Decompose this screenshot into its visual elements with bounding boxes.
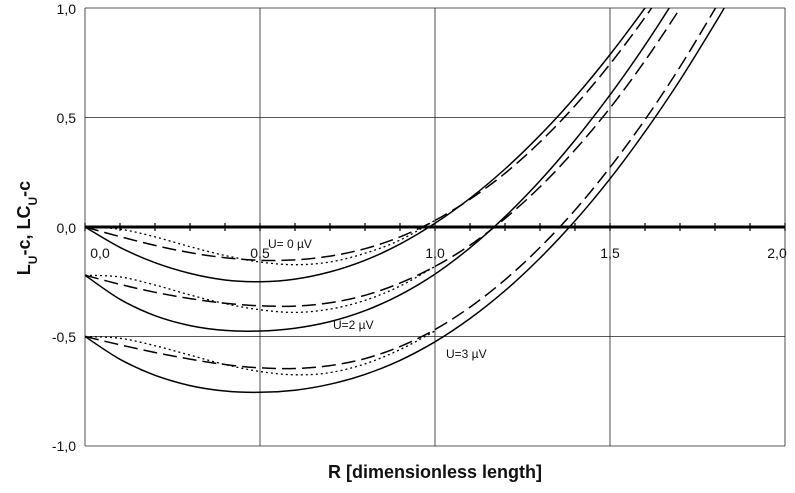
series-line-U2-solid	[85, 8, 671, 332]
tick-labels: 1,0 0,5 0,0 -0,5 -1,0 0,0 0,5 1,0 1,5 2,…	[52, 1, 787, 454]
series-lines	[85, 8, 726, 394]
x-tick-label: 1,5	[600, 245, 620, 261]
y-tick-label: -0,5	[52, 329, 76, 345]
annotation-u3: U=3 µV	[446, 347, 487, 361]
series-line-U0-dotted	[85, 219, 436, 266]
y-tick-label: -1,0	[52, 438, 76, 454]
annotations: U= 0 µV U=2 µV U=3 µV	[268, 237, 487, 361]
series-line-U3-long-dash	[85, 8, 717, 370]
y-tick-label: 1,0	[57, 1, 77, 17]
annotation-u0: U= 0 µV	[268, 237, 312, 251]
y-tick-label: 0,5	[57, 110, 77, 126]
x-tick-label: 2,0	[767, 245, 787, 261]
y-axis-label: LU-c, LCU-c	[14, 181, 40, 275]
series-line-U2-dotted	[85, 265, 436, 314]
series-line-U3-solid	[85, 8, 726, 394]
series-line-U0-long-dash	[85, 8, 653, 262]
y-tick-label: 0,0	[57, 220, 77, 236]
x-tick-label: 0,5	[250, 245, 270, 261]
x-tick-label: 1,0	[425, 245, 445, 261]
x-tick-label: 0,0	[90, 245, 110, 261]
series-line-U3-dotted	[85, 330, 436, 376]
annotation-u2: U=2 µV	[333, 318, 374, 332]
gridlines	[84, 7, 786, 447]
x-axis-label: R [dimensionless length]	[328, 462, 542, 482]
series-line-U0-solid	[85, 8, 646, 283]
series-line-U2-long-dash	[85, 8, 682, 308]
